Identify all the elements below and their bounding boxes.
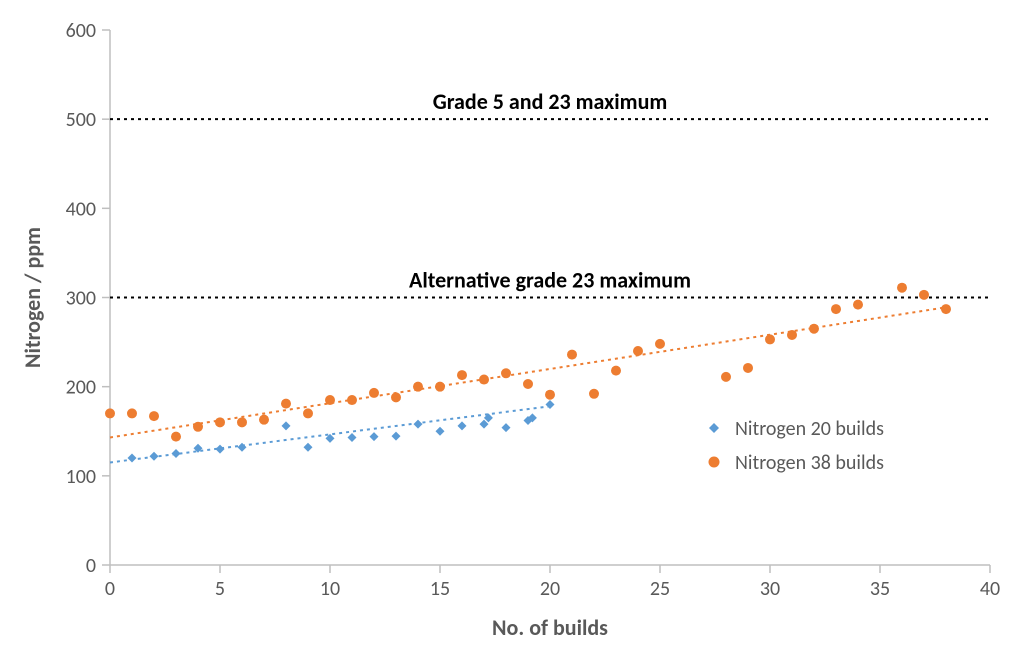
x-tick-label: 15 [430, 577, 450, 601]
data-point-n38 [171, 432, 181, 442]
data-point-n38 [479, 375, 489, 385]
data-point-n38 [369, 388, 379, 398]
data-point-n38 [545, 390, 555, 400]
y-tick-label: 0 [86, 554, 96, 578]
data-point-n38 [303, 408, 313, 418]
data-point-n38 [105, 408, 115, 418]
reference-line-label: Alternative grade 23 maximum [409, 267, 691, 294]
data-point-n38 [259, 415, 269, 425]
data-point-n38 [215, 417, 225, 427]
x-tick-label: 30 [760, 577, 780, 601]
y-tick-label: 300 [66, 287, 96, 311]
data-point-n38 [127, 408, 137, 418]
data-point-n38 [567, 350, 577, 360]
data-point-n38 [611, 366, 621, 376]
data-point-n38 [941, 304, 951, 314]
data-point-n38 [193, 422, 203, 432]
data-point-n38 [237, 417, 247, 427]
data-point-n38 [831, 304, 841, 314]
legend-label: Nitrogen 38 builds [735, 451, 884, 475]
y-axis-label: Nitrogen / ppm [19, 227, 46, 368]
x-tick-label: 20 [540, 577, 560, 601]
data-point-n38 [853, 300, 863, 310]
reference-line-label: Grade 5 and 23 maximum [433, 88, 668, 115]
y-tick-label: 600 [66, 19, 96, 43]
data-point-n38 [325, 395, 335, 405]
x-tick-label: 10 [320, 577, 340, 601]
y-tick-label: 400 [66, 197, 96, 221]
data-point-n38 [787, 330, 797, 340]
x-axis-label: No. of builds [492, 614, 608, 641]
data-point-n38 [501, 368, 511, 378]
data-point-n38 [743, 363, 753, 373]
data-point-n38 [347, 395, 357, 405]
data-point-n38 [809, 324, 819, 334]
x-tick-label: 35 [870, 577, 890, 601]
x-tick-label: 5 [215, 577, 225, 601]
data-point-n38 [655, 339, 665, 349]
x-tick-label: 40 [980, 577, 1000, 601]
data-point-n38 [721, 372, 731, 382]
legend-marker-n38 [709, 457, 720, 468]
data-point-n38 [413, 382, 423, 392]
data-point-n38 [589, 389, 599, 399]
y-tick-label: 100 [66, 465, 96, 489]
y-tick-label: 200 [66, 376, 96, 400]
legend-label: Nitrogen 20 builds [735, 417, 884, 441]
data-point-n38 [633, 346, 643, 356]
data-point-n38 [523, 379, 533, 389]
data-point-n38 [281, 399, 291, 409]
data-point-n38 [391, 392, 401, 402]
x-tick-label: 25 [650, 577, 670, 601]
data-point-n38 [457, 370, 467, 380]
y-tick-label: 500 [66, 108, 96, 132]
data-point-n38 [919, 290, 929, 300]
data-point-n38 [149, 411, 159, 421]
data-point-n38 [765, 334, 775, 344]
x-tick-label: 0 [105, 577, 115, 601]
data-point-n38 [435, 382, 445, 392]
data-point-n38 [897, 283, 907, 293]
